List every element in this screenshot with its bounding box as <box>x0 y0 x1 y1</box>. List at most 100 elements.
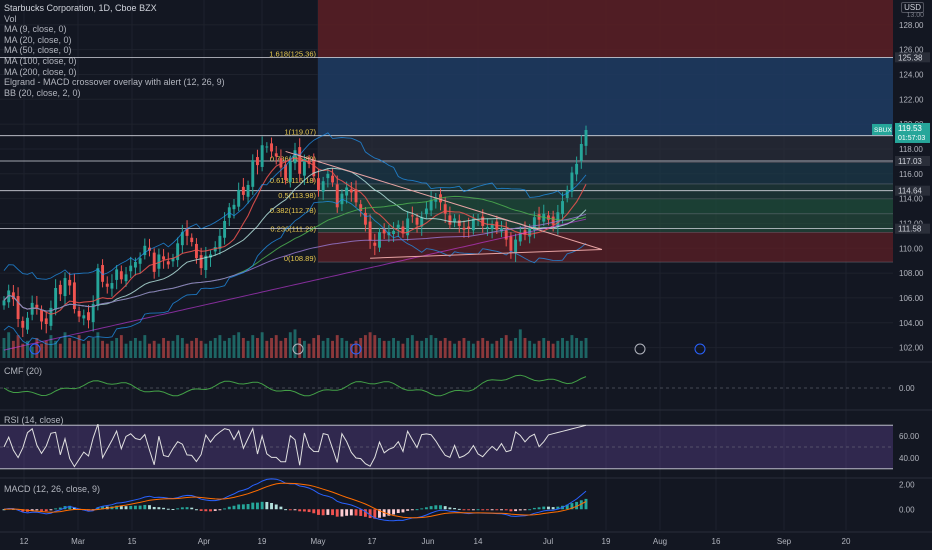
time-axis-tick: 19 <box>602 537 611 546</box>
price-axis-tick: 104.00 <box>899 319 924 328</box>
volume-bar <box>176 335 180 358</box>
price-line-label-box <box>895 185 930 196</box>
macd-histogram-bar <box>218 509 222 511</box>
macd-histogram-bar <box>495 509 499 511</box>
volume-bar <box>354 340 358 358</box>
macd-histogram-bar <box>274 504 278 510</box>
volume-bar <box>194 337 198 358</box>
candle-body <box>82 315 86 319</box>
macd-histogram-bar <box>410 509 414 511</box>
volume-bar <box>171 340 175 358</box>
volume-bar <box>124 343 128 358</box>
macd-histogram-bar <box>321 509 325 516</box>
volume-bar <box>537 340 541 358</box>
candle-body <box>96 268 100 306</box>
macd-histogram-bar <box>44 509 48 512</box>
candle-body <box>223 220 227 238</box>
bollinger-lower-line <box>3 198 587 346</box>
macd-histogram-bar <box>68 505 72 510</box>
volume-bar <box>495 340 499 358</box>
volume-bar <box>415 340 419 358</box>
volume-bar <box>462 337 466 358</box>
macd-histogram-bar <box>265 501 269 510</box>
macd-histogram-bar <box>528 509 532 511</box>
candle-body <box>321 181 325 192</box>
candle-body <box>44 318 48 324</box>
candle-body <box>251 160 255 187</box>
macd-histogram-bar <box>476 509 480 511</box>
volume-bar <box>514 337 518 358</box>
macd-histogram-bar <box>429 506 433 510</box>
candle-body <box>115 269 119 280</box>
candle-body <box>199 255 203 269</box>
macd-histogram-bar <box>570 503 574 510</box>
candle-body <box>331 175 335 183</box>
volume-bar <box>584 337 588 358</box>
volume-bar <box>363 335 367 358</box>
volume-bar <box>288 332 292 358</box>
macd-histogram-bar <box>288 509 292 511</box>
candle-body <box>218 235 222 249</box>
candle-body <box>279 158 283 168</box>
volume-bar <box>260 332 264 358</box>
macd-histogram-bar <box>246 504 250 510</box>
volume-bar <box>115 337 119 358</box>
volume-bar <box>565 340 569 358</box>
macd-histogram-bar <box>546 506 550 510</box>
currency-badge[interactable]: USD <box>901 2 924 13</box>
volume-bar <box>44 340 48 358</box>
candle-body <box>49 307 53 326</box>
macd-histogram-bar <box>143 504 147 510</box>
macd-histogram-bar <box>406 509 410 511</box>
fib-zone <box>318 232 893 263</box>
volume-bar <box>410 335 414 358</box>
price-axis-tick: 126.00 <box>899 46 924 55</box>
time-axis-tick: Jul <box>543 537 553 546</box>
macd-histogram-bar <box>556 506 560 510</box>
macd-histogram-bar <box>152 506 156 510</box>
volume-bar <box>476 340 480 358</box>
macd-histogram-bar <box>443 506 447 510</box>
rsi-line <box>3 423 587 468</box>
volume-bar <box>321 340 325 358</box>
volume-bar <box>11 340 15 358</box>
macd-histogram-bar <box>537 507 541 510</box>
macd-histogram-bar <box>312 509 316 514</box>
volume-bar <box>213 337 217 358</box>
volume-bar <box>68 337 72 358</box>
macd-histogram-bar <box>453 508 457 510</box>
candle-body <box>270 143 273 152</box>
macd-histogram-bar <box>575 501 579 510</box>
candle-body <box>481 216 485 226</box>
fib-zone <box>318 183 893 199</box>
macd-histogram-bar <box>72 507 76 510</box>
volume-bar <box>105 343 109 358</box>
macd-histogram-bar <box>138 505 142 510</box>
time-axis-tick: Jun <box>422 537 435 546</box>
macd-histogram-bar <box>255 502 259 510</box>
macd-histogram-bar <box>340 509 344 517</box>
candle-body <box>176 243 180 261</box>
macd-histogram-bar <box>368 509 372 519</box>
volume-bar <box>561 337 564 358</box>
candle-body <box>406 218 410 236</box>
candle-body <box>21 320 25 328</box>
macd-histogram-bar <box>420 508 424 510</box>
price-axis-tick: 110.00 <box>899 244 923 253</box>
volume-bar <box>96 332 100 358</box>
fib-zone <box>318 0 893 58</box>
macd-histogram-bar <box>54 508 58 510</box>
volume-bar <box>401 343 405 358</box>
volume-bar <box>152 340 156 358</box>
time-axis-tick: 15 <box>128 537 137 546</box>
volume-bar <box>439 340 442 358</box>
candle-body <box>561 201 564 215</box>
fib-level-label: 1.618(125.36) <box>269 50 316 59</box>
candle-body <box>424 208 428 215</box>
volume-bar <box>485 340 489 358</box>
macd-histogram-bar <box>40 509 44 511</box>
candle-body <box>312 160 316 177</box>
candle-body <box>232 204 236 210</box>
volume-bar <box>345 340 349 358</box>
